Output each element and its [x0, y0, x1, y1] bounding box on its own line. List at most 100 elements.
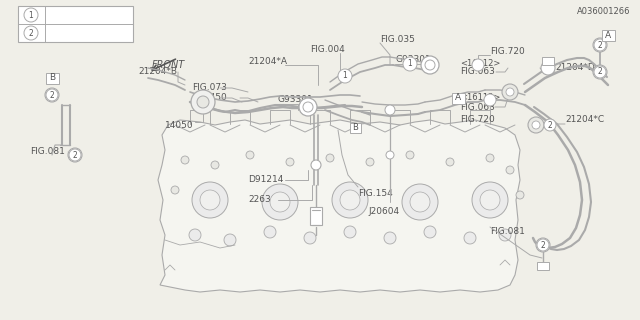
Bar	[537, 262, 549, 270]
Bar	[349, 123, 360, 133]
Circle shape	[24, 8, 38, 22]
Circle shape	[402, 184, 438, 220]
Circle shape	[506, 88, 514, 96]
Text: FIG.004: FIG.004	[310, 45, 345, 54]
Text: FIG.063: FIG.063	[460, 68, 495, 76]
Bar	[45, 73, 58, 84]
Text: 0923S: 0923S	[50, 28, 79, 37]
Circle shape	[197, 96, 209, 108]
Circle shape	[593, 38, 607, 52]
Circle shape	[472, 59, 484, 71]
Text: G93301: G93301	[395, 55, 431, 65]
Circle shape	[544, 119, 556, 131]
Text: 2: 2	[72, 150, 77, 159]
Text: 21204*B: 21204*B	[138, 68, 177, 76]
Circle shape	[528, 117, 544, 133]
Circle shape	[385, 105, 395, 115]
Text: FIG.063: FIG.063	[460, 102, 495, 111]
Circle shape	[270, 192, 290, 212]
Text: FRONT: FRONT	[152, 60, 185, 70]
Circle shape	[332, 182, 368, 218]
Circle shape	[200, 190, 220, 210]
Text: A: A	[455, 93, 461, 102]
Circle shape	[424, 226, 436, 238]
Text: 2: 2	[541, 241, 545, 250]
Circle shape	[516, 191, 524, 199]
Circle shape	[593, 65, 607, 79]
Circle shape	[68, 148, 82, 162]
Text: FIG.720: FIG.720	[490, 47, 525, 57]
Text: 22630: 22630	[248, 196, 276, 204]
Circle shape	[311, 160, 321, 170]
Text: 1: 1	[408, 60, 412, 68]
Text: 2: 2	[548, 121, 552, 130]
Circle shape	[211, 161, 219, 169]
Circle shape	[594, 66, 606, 78]
Circle shape	[532, 121, 540, 129]
Circle shape	[506, 166, 514, 174]
Bar	[310, 207, 322, 225]
Bar	[451, 92, 465, 103]
Text: D91214: D91214	[248, 175, 284, 185]
Bar	[602, 29, 614, 41]
Circle shape	[410, 192, 430, 212]
Circle shape	[344, 226, 356, 238]
Text: FIG.720: FIG.720	[460, 116, 495, 124]
Circle shape	[264, 226, 276, 238]
Text: A036001266: A036001266	[577, 7, 630, 17]
Circle shape	[69, 149, 81, 161]
Circle shape	[45, 88, 59, 102]
Circle shape	[340, 190, 360, 210]
Circle shape	[24, 26, 38, 40]
Circle shape	[191, 90, 215, 114]
Circle shape	[472, 182, 508, 218]
Text: FIG.081: FIG.081	[30, 148, 65, 156]
Circle shape	[464, 232, 476, 244]
Text: <16112>: <16112>	[460, 93, 500, 102]
Circle shape	[386, 151, 394, 159]
Text: FIG.450: FIG.450	[192, 93, 227, 102]
Text: FIG.035: FIG.035	[380, 36, 415, 44]
Text: 2: 2	[29, 28, 33, 37]
Text: B: B	[352, 124, 358, 132]
Text: A: A	[605, 30, 611, 39]
Polygon shape	[158, 120, 520, 292]
Circle shape	[537, 239, 549, 251]
Circle shape	[171, 186, 179, 194]
Text: 1: 1	[29, 11, 33, 20]
Text: 21204*A: 21204*A	[248, 58, 287, 67]
Circle shape	[499, 229, 511, 241]
Circle shape	[502, 84, 518, 100]
Circle shape	[406, 151, 414, 159]
Circle shape	[246, 151, 254, 159]
Text: 21204*D: 21204*D	[555, 63, 595, 73]
Text: FIG.073: FIG.073	[192, 84, 227, 92]
Circle shape	[425, 60, 435, 70]
Circle shape	[480, 190, 500, 210]
Circle shape	[366, 158, 374, 166]
Text: 2: 2	[598, 68, 602, 76]
Circle shape	[189, 229, 201, 241]
Text: FIG.154: FIG.154	[358, 188, 393, 197]
Text: 21204*C: 21204*C	[565, 116, 604, 124]
Circle shape	[421, 56, 439, 74]
Circle shape	[286, 158, 294, 166]
Bar	[18, 6, 133, 42]
Circle shape	[594, 39, 606, 51]
Circle shape	[224, 234, 236, 246]
Circle shape	[46, 89, 58, 101]
Circle shape	[338, 69, 352, 83]
Text: B: B	[49, 74, 55, 83]
Circle shape	[541, 61, 555, 75]
Text: 1: 1	[342, 71, 348, 81]
Text: 14050: 14050	[165, 121, 194, 130]
Text: J20604: J20604	[368, 207, 399, 217]
Circle shape	[446, 158, 454, 166]
Circle shape	[536, 238, 550, 252]
Circle shape	[303, 102, 313, 112]
Text: F92407: F92407	[50, 11, 84, 20]
Circle shape	[484, 94, 496, 106]
Text: 2: 2	[598, 41, 602, 50]
Circle shape	[262, 184, 298, 220]
Circle shape	[384, 232, 396, 244]
